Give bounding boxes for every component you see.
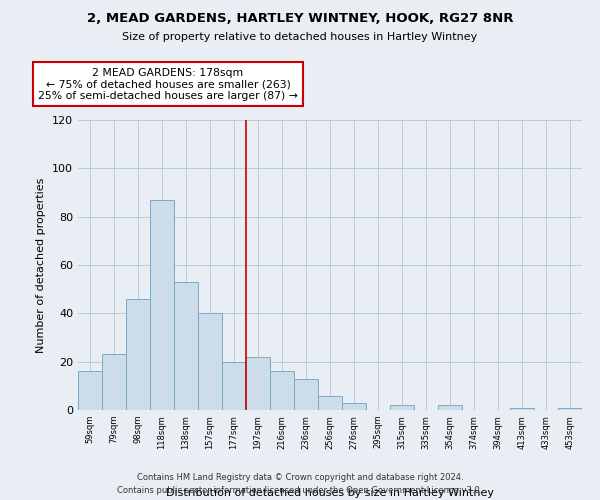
Text: Contains public sector information licensed under the Open Government Licence v3: Contains public sector information licen… (118, 486, 482, 495)
Bar (294, 378, 318, 410)
Bar (222, 362, 246, 410)
Bar (438, 405, 462, 410)
Bar (78, 372, 102, 410)
Bar (174, 282, 198, 410)
Bar (198, 314, 222, 410)
Bar (150, 200, 174, 410)
X-axis label: Distribution of detached houses by size in Hartley Wintney: Distribution of detached houses by size … (166, 488, 494, 498)
Bar (342, 403, 366, 410)
Y-axis label: Number of detached properties: Number of detached properties (37, 178, 46, 352)
Text: Size of property relative to detached houses in Hartley Wintney: Size of property relative to detached ho… (122, 32, 478, 42)
Bar (126, 299, 150, 410)
Bar (390, 405, 414, 410)
Bar (318, 396, 342, 410)
Bar (558, 408, 582, 410)
Text: Contains HM Land Registry data © Crown copyright and database right 2024.: Contains HM Land Registry data © Crown c… (137, 474, 463, 482)
Bar (510, 408, 534, 410)
Text: 2, MEAD GARDENS, HARTLEY WINTNEY, HOOK, RG27 8NR: 2, MEAD GARDENS, HARTLEY WINTNEY, HOOK, … (87, 12, 513, 26)
Bar (246, 357, 270, 410)
Text: 2 MEAD GARDENS: 178sqm
← 75% of detached houses are smaller (263)
25% of semi-de: 2 MEAD GARDENS: 178sqm ← 75% of detached… (38, 68, 298, 100)
Bar (270, 372, 294, 410)
Bar (102, 354, 126, 410)
